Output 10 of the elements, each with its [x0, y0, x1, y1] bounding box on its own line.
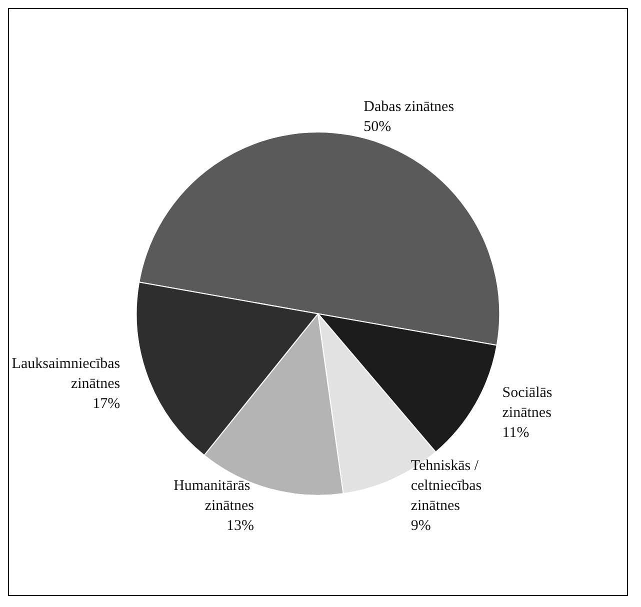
data-label: 13% — [226, 518, 254, 534]
slice-label: Lauksaimniecības zinātnes — [12, 356, 120, 392]
data-label: 50% — [364, 119, 392, 136]
data-label: 17% — [92, 396, 120, 412]
slice-label: Tehniskās / celtniecības zinātnes — [410, 458, 486, 514]
data-label: 9% — [410, 518, 431, 534]
data-label: 11% — [502, 424, 530, 441]
slice-label: Sociālās zinātnes — [502, 384, 556, 421]
slice-label: Dabas zinātnes — [364, 99, 454, 116]
slice-label: Humanitārās zinātnes — [174, 478, 254, 514]
